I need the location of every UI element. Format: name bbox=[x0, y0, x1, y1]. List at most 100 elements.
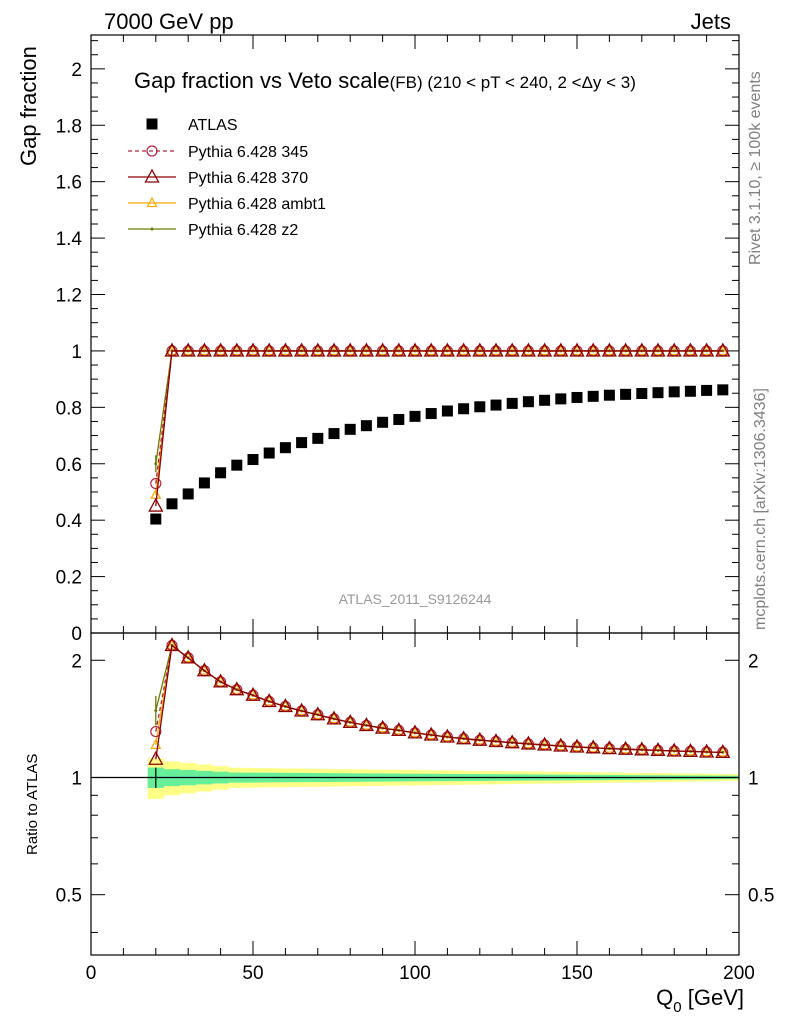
ratio-point-pythia-370 bbox=[245, 686, 261, 701]
legend-marker-pythia-z2 bbox=[150, 227, 154, 231]
point-atlas bbox=[409, 410, 421, 422]
point-pythia-ambt1 bbox=[360, 344, 372, 356]
point-pythia-370 bbox=[585, 342, 601, 357]
point-atlas bbox=[328, 428, 340, 440]
y-tick-label: 0.6 bbox=[56, 455, 82, 476]
ratio-point-pythia-370 bbox=[439, 728, 455, 743]
ratio-point-pythia-370 bbox=[391, 722, 407, 737]
analysis-label: ATLAS_2011_S9126244 bbox=[339, 591, 492, 607]
ratio-point-pythia-370 bbox=[342, 714, 358, 729]
point-pythia-370 bbox=[164, 342, 180, 357]
point-pythia-ambt1 bbox=[377, 344, 389, 356]
point-pythia-ambt1 bbox=[490, 344, 502, 356]
ratio-point-pythia-370 bbox=[699, 743, 715, 758]
point-atlas bbox=[344, 423, 356, 435]
y-tick-label: 1.8 bbox=[56, 116, 82, 137]
point-pythia-ambt1 bbox=[636, 344, 648, 356]
ratio-plot-frame bbox=[90, 632, 740, 956]
ratio-point-pythia-370 bbox=[310, 706, 326, 721]
point-pythia-370 bbox=[601, 342, 617, 357]
point-pythia-370 bbox=[213, 342, 229, 357]
ratio-y-tick-label: 2 bbox=[71, 651, 82, 672]
point-pythia-370 bbox=[682, 342, 698, 357]
series-line-pythia-370 bbox=[155, 350, 723, 507]
point-pythia-370 bbox=[504, 342, 520, 357]
ratio-point-pythia-370 bbox=[504, 734, 520, 749]
point-atlas bbox=[652, 387, 664, 399]
ratio-point-pythia-370 bbox=[326, 710, 342, 725]
point-pythia-ambt1 bbox=[506, 344, 518, 356]
point-pythia-370 bbox=[375, 342, 391, 357]
ratio-point-pythia-370 bbox=[618, 740, 634, 755]
ratio-point-pythia-ambt1 bbox=[717, 746, 729, 757]
legend-marker-pythia-345 bbox=[146, 145, 158, 157]
point-pythia-ambt1 bbox=[652, 344, 664, 356]
point-pythia-ambt1 bbox=[684, 344, 696, 356]
ratio-point-pythia-370 bbox=[180, 649, 196, 664]
energy-label: 7000 GeV pp bbox=[104, 9, 234, 34]
point-atlas bbox=[522, 396, 534, 408]
ratio-y-tick-label-right: 2 bbox=[748, 651, 759, 672]
point-pythia-ambt1 bbox=[296, 344, 308, 356]
ratio-point-pythia-ambt1 bbox=[684, 745, 696, 756]
ratio-point-pythia-370 bbox=[650, 742, 666, 757]
legend-marker-pythia-ambt1 bbox=[146, 196, 158, 208]
x-tick-label: 100 bbox=[399, 963, 431, 984]
legend-label-pythia-z2: Pythia 6.428 z2 bbox=[188, 222, 298, 239]
point-pythia-ambt1 bbox=[555, 344, 567, 356]
point-pythia-370 bbox=[553, 342, 569, 357]
series-line-pythia-z2 bbox=[155, 350, 723, 464]
ratio-series-group bbox=[148, 637, 731, 788]
point-atlas bbox=[571, 391, 583, 403]
ratio-point-pythia-ambt1 bbox=[215, 675, 227, 686]
y-tick-label: 1 bbox=[71, 342, 82, 363]
ratio-point-pythia-370 bbox=[634, 741, 650, 756]
point-atlas bbox=[360, 420, 372, 432]
main-series-group bbox=[148, 342, 731, 525]
ratio-point-pythia-ambt1 bbox=[652, 744, 664, 755]
ratio-point-pythia-345 bbox=[150, 725, 162, 738]
y-tick-label: 1.2 bbox=[56, 286, 82, 307]
point-atlas bbox=[425, 408, 437, 420]
point-pythia-370 bbox=[520, 342, 536, 357]
category-label: Jets bbox=[691, 9, 731, 34]
ratio-y-tick-label-right: 0.5 bbox=[748, 886, 774, 907]
ratio-point-pythia-370 bbox=[423, 726, 439, 741]
point-pythia-370 bbox=[634, 342, 650, 357]
point-atlas bbox=[636, 388, 648, 400]
ratio-point-pythia-370 bbox=[569, 738, 585, 753]
point-atlas bbox=[717, 384, 729, 396]
point-pythia-370 bbox=[456, 342, 472, 357]
point-pythia-ambt1 bbox=[603, 344, 615, 356]
point-pythia-370 bbox=[715, 342, 731, 357]
point-pythia-ambt1 bbox=[474, 344, 486, 356]
point-pythia-370 bbox=[196, 342, 212, 357]
point-pythia-ambt1 bbox=[701, 344, 713, 356]
ratio-point-pythia-370 bbox=[553, 737, 569, 752]
point-pythia-ambt1 bbox=[620, 344, 632, 356]
point-atlas bbox=[231, 459, 243, 471]
y-tick-label: 0.4 bbox=[56, 511, 83, 532]
ratio-point-pythia-ambt1 bbox=[636, 743, 648, 754]
point-pythia-370 bbox=[342, 342, 358, 357]
point-atlas bbox=[263, 447, 275, 459]
point-atlas bbox=[684, 385, 696, 397]
ratio-point-pythia-370 bbox=[585, 739, 601, 754]
ratio-point-pythia-370 bbox=[213, 673, 229, 688]
legend-marker-atlas bbox=[146, 118, 158, 130]
point-pythia-370 bbox=[391, 342, 407, 357]
legend-marker-pythia-370 bbox=[144, 168, 160, 183]
point-pythia-370 bbox=[277, 342, 293, 357]
ratio-point-pythia-370 bbox=[407, 724, 423, 739]
ratio-point-pythia-370 bbox=[601, 740, 617, 755]
point-pythia-370 bbox=[407, 342, 423, 357]
ratio-line-pythia-370 bbox=[155, 644, 723, 760]
y-axis-label: Gap fraction bbox=[16, 46, 41, 166]
series-line-pythia-ambt1 bbox=[155, 350, 723, 495]
point-atlas bbox=[506, 397, 518, 409]
rivet-version-text: Rivet 3.1.10, ≥ 100k events bbox=[747, 71, 764, 265]
ratio-point-pythia-370 bbox=[148, 750, 164, 765]
point-atlas bbox=[166, 498, 178, 510]
point-pythia-ambt1 bbox=[279, 344, 291, 356]
